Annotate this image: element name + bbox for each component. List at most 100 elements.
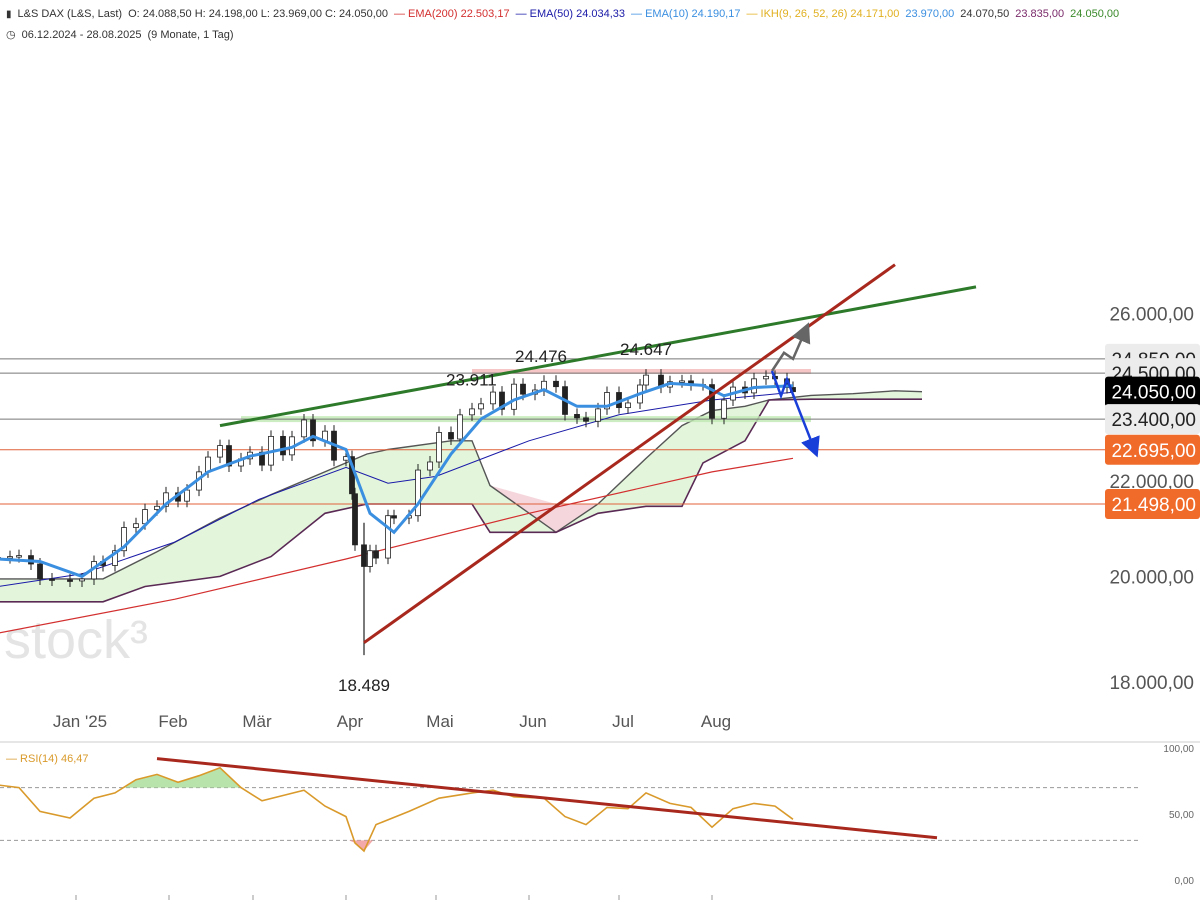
candle bbox=[457, 408, 463, 446]
candle-body bbox=[478, 403, 484, 410]
candle-body bbox=[154, 505, 160, 510]
price-pane: stock³ 23.911 24.476 24.647 18.489 bbox=[0, 263, 1105, 695]
candle-body bbox=[112, 550, 118, 566]
candle-body bbox=[184, 489, 190, 502]
candle-body bbox=[226, 445, 232, 467]
y-tick-label-3: 26.000,00 bbox=[1109, 305, 1194, 326]
candle-body bbox=[595, 408, 601, 422]
candle-body bbox=[679, 380, 685, 383]
candle-body bbox=[310, 419, 316, 442]
rsi-y-tick-1: 50,00 bbox=[1169, 810, 1194, 821]
ema200-line bbox=[0, 457, 794, 634]
candle-body bbox=[301, 419, 307, 438]
candle-body bbox=[7, 556, 13, 559]
indicator-2[interactable]: — EMA(10) 24.190,17 bbox=[631, 8, 741, 20]
candle bbox=[469, 402, 475, 421]
annotation-label-1: 24.476 bbox=[515, 347, 567, 366]
x-tick-label-7: Aug bbox=[701, 712, 731, 731]
scenario-arrow-0 bbox=[770, 322, 811, 372]
candle-body bbox=[352, 493, 358, 546]
zone-0 bbox=[472, 369, 811, 374]
candle-body bbox=[415, 469, 421, 517]
candle-body bbox=[163, 492, 169, 507]
price-box-3: 23.400,00 bbox=[1105, 404, 1200, 435]
candle-body bbox=[625, 402, 631, 409]
candle-body bbox=[763, 375, 769, 380]
price-box-bg bbox=[1105, 404, 1200, 435]
instrument-name: L&S DAX (L&S, Last) bbox=[17, 8, 123, 20]
indicator-0[interactable]: — EMA(200) 22.503,17 bbox=[394, 8, 510, 20]
x-tick-label-2: Mär bbox=[242, 712, 272, 731]
annotation-label-0: 23.911 bbox=[446, 370, 497, 389]
candle bbox=[133, 517, 139, 534]
candle bbox=[553, 375, 559, 393]
candle bbox=[367, 544, 373, 573]
indicator-1[interactable]: — EMA(50) 24.034,33 bbox=[515, 8, 626, 20]
rsi-line bbox=[0, 766, 794, 853]
indicator-3[interactable]: — IKH(9, 26, 52, 26) 24.171,00 bbox=[746, 8, 900, 20]
candle bbox=[310, 413, 316, 447]
candle bbox=[721, 394, 727, 425]
price-box-4: 22.695,00 bbox=[1105, 434, 1200, 465]
candle bbox=[280, 430, 286, 461]
ichimoku-cloud-bear bbox=[490, 485, 598, 533]
ikh-value-2: 23.835,00 bbox=[1015, 8, 1065, 20]
price-box-2: 24.050,00 bbox=[1105, 376, 1200, 407]
y-tick-label-0: 18.000,00 bbox=[1109, 673, 1194, 694]
candle bbox=[583, 411, 589, 428]
candle bbox=[490, 386, 496, 410]
price-box-bg bbox=[1105, 489, 1200, 520]
x-tick-label-5: Jun bbox=[519, 712, 546, 731]
candle bbox=[385, 509, 391, 565]
candle-body bbox=[553, 380, 559, 388]
rsi-trendline bbox=[156, 757, 938, 840]
candle-body bbox=[79, 578, 85, 582]
price-box-5: 21.498,00 bbox=[1105, 489, 1200, 520]
candle bbox=[7, 550, 13, 564]
candle bbox=[238, 452, 244, 473]
candle bbox=[415, 464, 421, 522]
candle-body bbox=[448, 432, 454, 440]
candle-body bbox=[751, 378, 757, 394]
candle bbox=[112, 544, 118, 572]
candle-body bbox=[583, 417, 589, 422]
y-tick-label-1: 20.000,00 bbox=[1109, 567, 1194, 588]
ikh-value-1: 24.070,50 bbox=[960, 8, 1010, 20]
period-label: (9 Monate, 1 Tag) bbox=[147, 29, 234, 41]
x-tick-label-3: Apr bbox=[337, 712, 364, 731]
candle-body bbox=[574, 414, 580, 419]
candle bbox=[322, 425, 328, 447]
header-line-1: ▮ L&S DAX (L&S, Last) O: 24.088,50 H: 24.1… bbox=[6, 8, 1131, 20]
clock-icon: ◷ bbox=[6, 29, 16, 41]
candle-body bbox=[391, 515, 397, 519]
candle bbox=[478, 397, 484, 415]
candle bbox=[604, 386, 610, 415]
candle bbox=[49, 572, 55, 586]
candle bbox=[541, 375, 547, 397]
candle bbox=[352, 487, 358, 551]
candle bbox=[163, 486, 169, 513]
candle bbox=[643, 369, 649, 392]
candle bbox=[751, 372, 757, 399]
candle-body bbox=[205, 456, 211, 473]
rsi-y-tick-0: 100,00 bbox=[1163, 744, 1194, 755]
candle bbox=[217, 439, 223, 464]
rsi-overbought-fill bbox=[124, 767, 253, 788]
candle bbox=[688, 374, 694, 391]
scenario-arrow-1 bbox=[770, 370, 820, 458]
candle-body bbox=[121, 527, 127, 552]
x-tick-label-1: Feb bbox=[158, 712, 187, 731]
candle bbox=[448, 426, 454, 446]
ema10-line bbox=[0, 381, 794, 579]
y-tick-label-2: 22.000,00 bbox=[1109, 472, 1194, 493]
candle bbox=[436, 426, 442, 469]
date-range: 06.12.2024 - 28.08.2025 bbox=[21, 29, 142, 41]
candle-body bbox=[367, 550, 373, 567]
candle bbox=[301, 413, 307, 443]
trendline-green-resistance bbox=[219, 285, 977, 428]
rsi-legend: — RSI(14) 46,47 bbox=[6, 753, 89, 765]
ikh-value-0: 23.970,00 bbox=[905, 8, 955, 20]
annotation-label-3: 18.489 bbox=[338, 676, 390, 695]
candle-body bbox=[133, 523, 139, 528]
